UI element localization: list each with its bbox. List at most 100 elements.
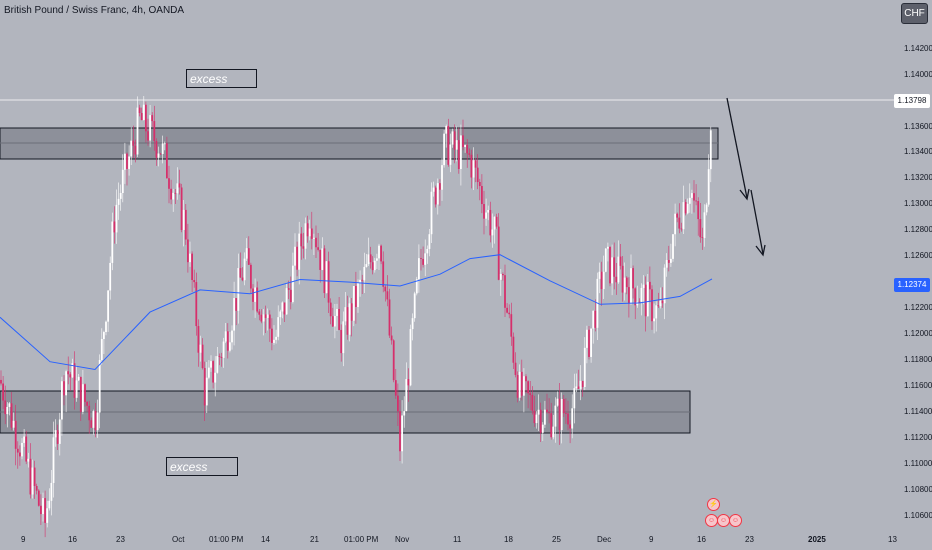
candle-body: [258, 311, 261, 315]
candle-body: [29, 458, 32, 495]
candle-body: [407, 379, 410, 386]
candle-body: [65, 371, 67, 396]
candle-body: [134, 145, 137, 155]
candle-body: [12, 420, 15, 428]
candle-body: [262, 314, 265, 322]
candle-body: [187, 239, 189, 263]
price-axis-label: 1.13000: [904, 199, 932, 208]
candle-body: [594, 310, 597, 328]
candle-body: [75, 380, 78, 398]
candle-body: [676, 213, 679, 218]
candle-body: [394, 380, 397, 396]
candle-body: [126, 153, 128, 169]
candle-body: [462, 135, 464, 148]
price-axis-label: 1.13400: [904, 147, 932, 156]
candle-body: [399, 411, 401, 452]
candle-body: [617, 256, 620, 283]
candle-body: [644, 284, 647, 317]
candle-body: [365, 264, 368, 267]
time-axis-label: 18: [504, 535, 513, 544]
candle-body: [247, 248, 250, 265]
candle-body: [6, 406, 9, 415]
currency-button[interactable]: CHF: [901, 3, 928, 24]
price-axis-area[interactable]: [895, 0, 932, 550]
candle-body: [283, 302, 286, 315]
candle-body: [392, 340, 395, 381]
earnings-icon[interactable]: ☺: [729, 514, 742, 527]
projection-arrows[interactable]: [726, 97, 766, 257]
candle-body: [342, 321, 345, 354]
candle-body: [579, 380, 582, 389]
price-axis-label: 1.13200: [904, 173, 932, 182]
candle-body: [493, 216, 496, 230]
time-axis-label: 9: [21, 535, 26, 544]
price-axis-label: 1.11600: [904, 381, 932, 390]
candle-body: [86, 401, 88, 406]
candle-body: [709, 130, 712, 170]
candle-body: [338, 308, 340, 330]
price-axis-label: 1.11800: [904, 355, 932, 364]
candle-body: [686, 203, 689, 214]
candle-body: [672, 234, 674, 259]
candle-body: [189, 253, 191, 263]
candle-body: [323, 248, 326, 294]
candle-body: [153, 121, 156, 142]
candle-body: [657, 305, 660, 307]
candle-body: [103, 332, 105, 340]
candle-body: [409, 329, 412, 386]
candle-body: [420, 258, 422, 259]
candle-body: [84, 384, 86, 402]
candle-body: [518, 371, 521, 398]
candle-body: [441, 165, 443, 190]
time-axis-label: Nov: [395, 535, 410, 544]
candle-body: [163, 143, 166, 145]
lightning-icon[interactable]: ⚡: [707, 498, 720, 511]
time-axis-label: 13: [888, 535, 897, 544]
candle-body: [361, 279, 364, 281]
candle-body: [119, 192, 122, 199]
candle-body: [367, 254, 370, 265]
candle-body: [344, 307, 347, 322]
candle-body: [405, 379, 408, 412]
candle-body: [428, 234, 431, 249]
candle-body: [130, 140, 133, 157]
candle-body: [205, 377, 208, 406]
candle-body: [157, 153, 160, 158]
candle-body: [560, 398, 563, 431]
price-axis-label: 1.12800: [904, 225, 932, 234]
candle-body: [625, 277, 628, 288]
candle-body: [388, 299, 391, 336]
candle-body: [136, 107, 139, 155]
candle-body: [180, 187, 183, 230]
candle-body: [16, 448, 19, 453]
current-price-badge[interactable]: 1.13798: [894, 94, 930, 108]
candle-body: [684, 202, 687, 214]
candle-body: [415, 279, 418, 294]
candle-body: [628, 287, 630, 304]
moving-average-line[interactable]: [0, 254, 713, 371]
candle-body: [142, 104, 145, 121]
candle-body: [346, 307, 349, 335]
candle-body: [539, 409, 542, 433]
candle-body: [453, 131, 456, 150]
candle-body: [355, 285, 357, 308]
candle-body: [529, 393, 532, 395]
candle-body: [611, 257, 613, 284]
candle-body: [308, 228, 311, 237]
candle-body: [201, 344, 204, 369]
candles-layer[interactable]: [0, 95, 712, 538]
candle-body: [613, 257, 616, 277]
ma-price-badge[interactable]: 1.12374: [894, 278, 930, 292]
time-axis-label: 9: [649, 535, 654, 544]
candle-body: [642, 284, 645, 288]
candle-body: [537, 409, 540, 415]
excess-note-bottom[interactable]: excess: [166, 457, 238, 476]
time-axis-label: 2025: [808, 535, 826, 544]
candle-body: [403, 411, 406, 416]
candle-body: [384, 286, 387, 292]
candle-body: [268, 314, 271, 329]
excess-note-top[interactable]: excess: [186, 69, 257, 88]
candle-body: [172, 192, 175, 200]
price-axis-label: 1.12000: [904, 329, 932, 338]
